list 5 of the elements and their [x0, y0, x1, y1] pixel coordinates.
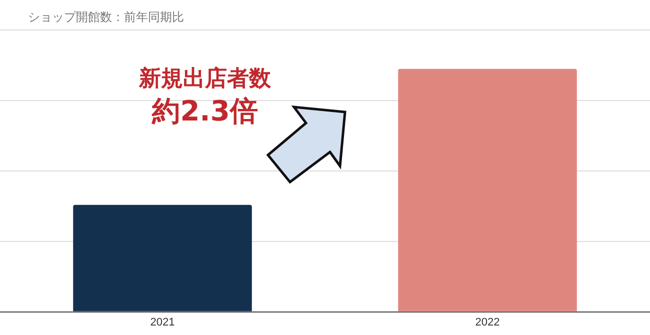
x-tick-label: 2021 [150, 316, 175, 328]
annotation: 約2.3倍 [151, 94, 258, 128]
chart-title: ショップ開館数：前年同期比 [28, 9, 184, 26]
annotation: 新規出店者数 [138, 66, 272, 92]
x-tick-label: 2022 [475, 316, 500, 328]
